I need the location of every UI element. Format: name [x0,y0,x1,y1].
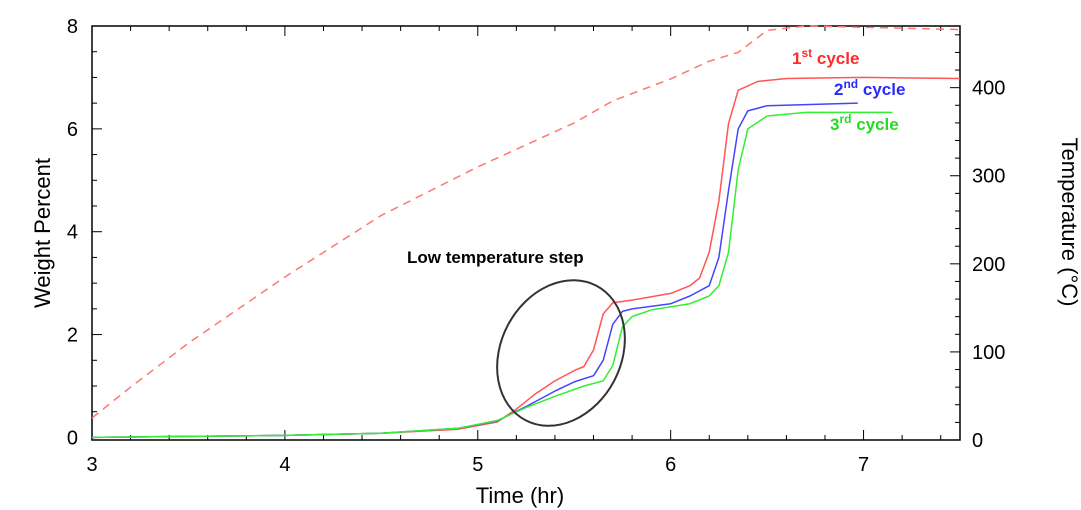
y2-tick-label: 400 [972,78,1005,100]
y-tick-label: 2 [67,325,78,347]
low-temperature-step-ellipse [496,279,626,427]
data-series [91,25,961,439]
series-line-0 [91,76,961,439]
x-axis-title: Time (hr) [476,483,564,508]
y-axis-title: Weight Percent [30,158,55,308]
y2-tick-label: 100 [972,342,1005,364]
cycle-label-1: 1st cycle [792,46,859,68]
cycle-label-3: 3rd cycle [830,112,899,134]
x-tick-label: 7 [858,454,869,476]
y2-tick-label: 200 [972,254,1005,276]
y-tick-label: 4 [67,222,78,244]
x-tick-label: 3 [86,454,97,476]
y-tick-label: 0 [67,427,78,449]
cycle-labels: 1st cycle 2nd cycle 3rd cycle [792,46,905,134]
series-line-1 [91,102,858,439]
cycle-label-2: 2nd cycle [834,77,905,99]
y2-tick-label: 300 [972,166,1005,188]
series-line-3 [91,25,961,419]
annotation-low-temperature-step: Low temperature step [407,248,584,267]
y-tick-label: 6 [67,119,78,141]
axis-ticks: 3 4 5 6 7 0 2 4 6 8 0 100 200 300 400 [67,16,1006,476]
y2-axis-title: Temperature (°C) [1057,138,1081,307]
x-tick-label: 5 [472,454,483,476]
series-line-2 [91,111,893,439]
x-tick-label: 4 [279,454,290,476]
y-tick-label: 8 [67,16,78,38]
y2-tick-label: 0 [972,430,983,452]
plot-frame [91,25,961,441]
x-tick-label: 6 [665,454,676,476]
